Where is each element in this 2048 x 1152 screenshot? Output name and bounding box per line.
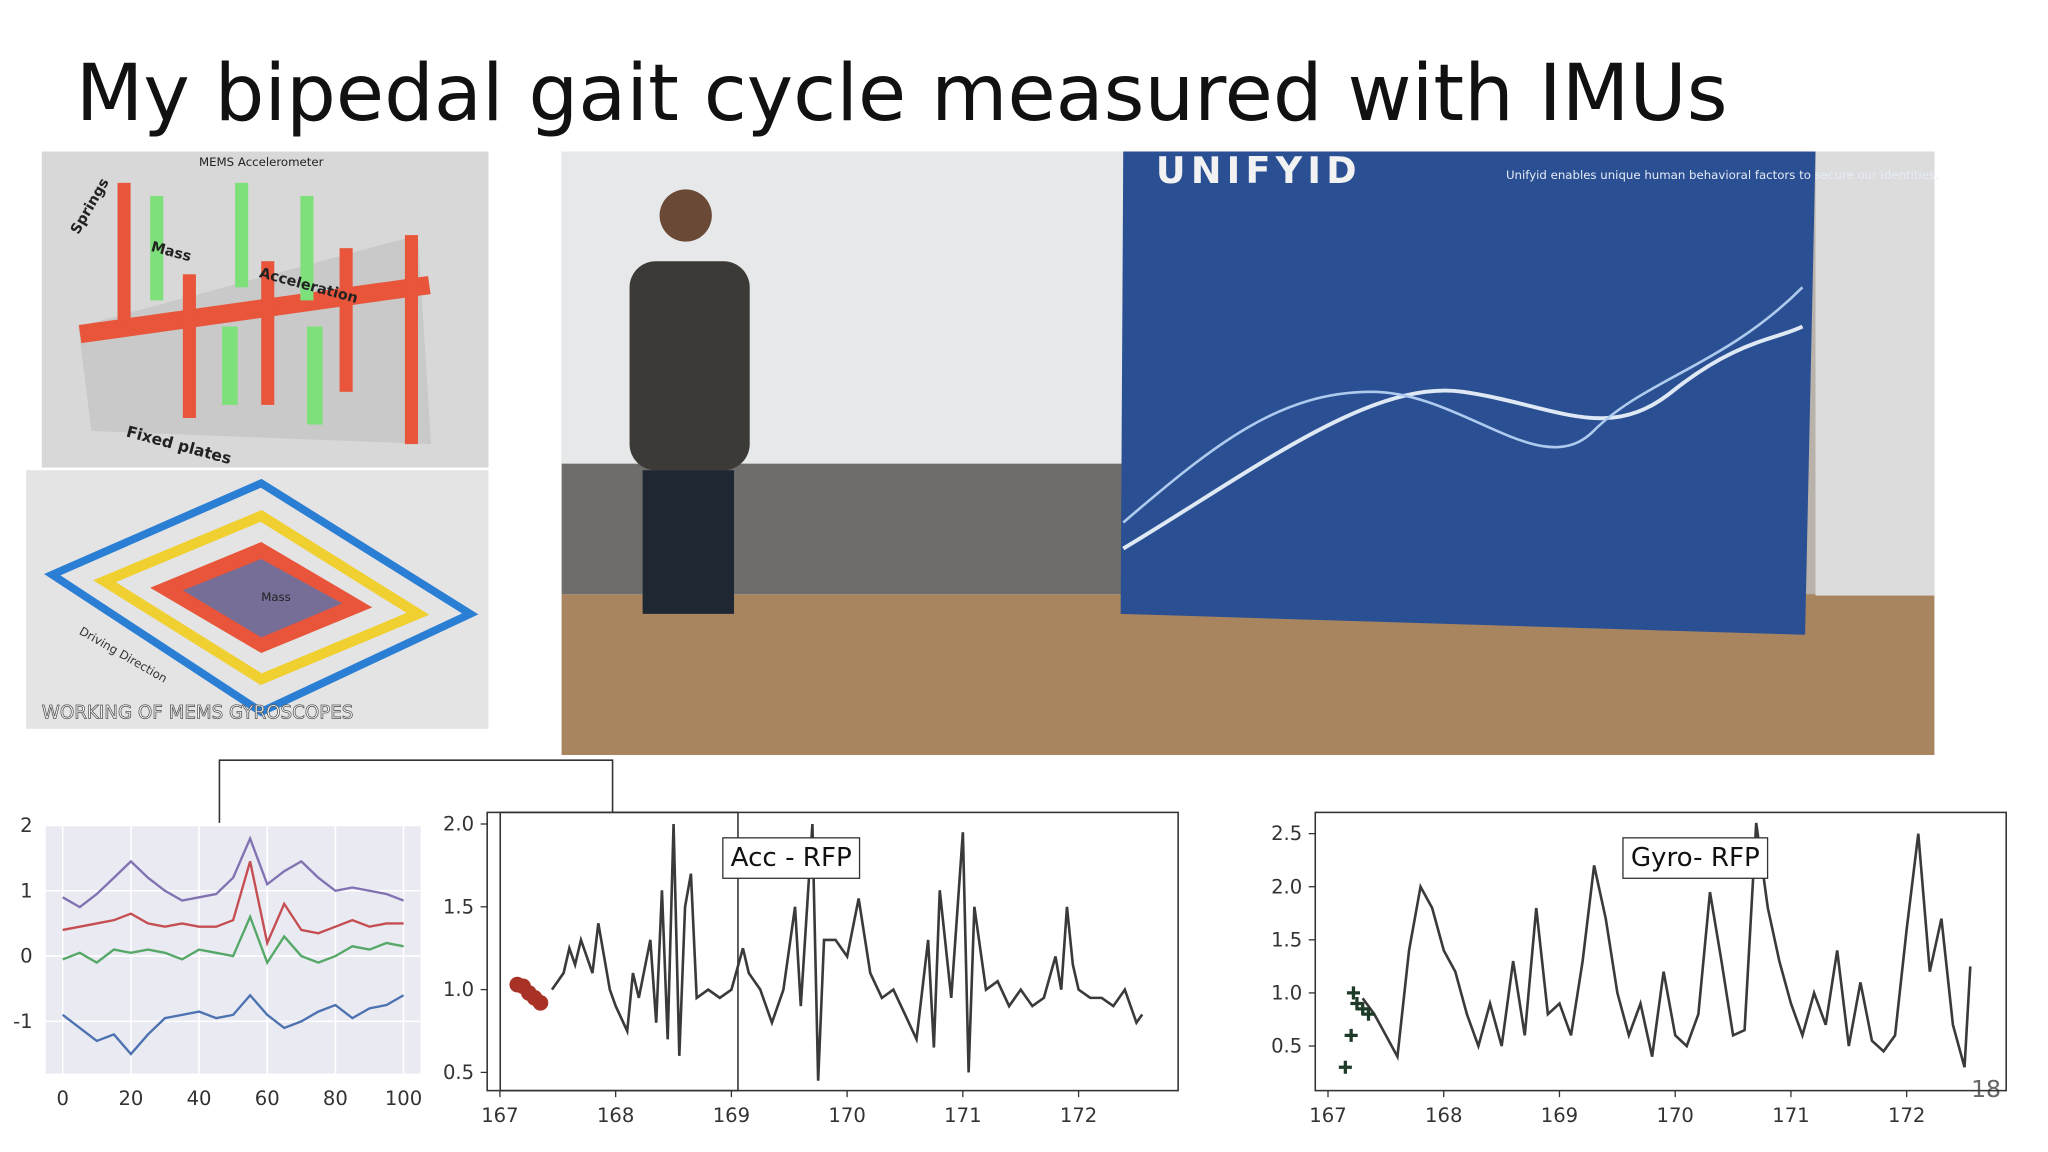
data-line — [61, 993, 405, 1056]
annotation: Acc - RFP — [731, 843, 852, 873]
data-point — [1346, 986, 1360, 1000]
x-tick-label: 168 — [1425, 1104, 1462, 1127]
x-tick-label: 40 — [187, 1087, 212, 1110]
x-tick-label: 169 — [1541, 1104, 1578, 1127]
data-line — [62, 913, 404, 966]
y-tick-label: 1.5 — [1271, 928, 1302, 951]
chart: 0.5 1.0 1.5 2.0 2.5 167 168 169 170 171 172 Gyro- R… — [1271, 811, 2007, 1127]
x-tick-label: 169 — [713, 1104, 750, 1127]
x-tick-label: 171 — [944, 1104, 981, 1127]
y-tick-label: 0 — [20, 945, 32, 968]
y-tick-label: 2.0 — [1271, 875, 1302, 898]
data-line — [1361, 822, 1972, 1068]
y-tick-label: 2 — [20, 814, 32, 837]
x-tick-label: 100 — [385, 1087, 422, 1110]
data-point — [1344, 1028, 1358, 1042]
x-tick-label: 170 — [828, 1104, 865, 1127]
y-tick-label: 1.0 — [443, 978, 474, 1001]
data-point — [1338, 1060, 1352, 1074]
photo: UNIFYID Unifyid enables unique human beh… — [561, 149, 1939, 755]
plot-background — [45, 825, 421, 1074]
plot-frame — [1314, 811, 2007, 1092]
x-tick-label: 171 — [1772, 1104, 1809, 1127]
x-tick-label: 170 — [1657, 1104, 1694, 1127]
x-tick-label: 172 — [1888, 1104, 1925, 1127]
photo-logo: UNIFYID — [1156, 149, 1362, 192]
slide-title: My bipedal gait cycle measured with IMUs — [76, 48, 1728, 139]
y-tick-label: 0.5 — [1271, 1035, 1302, 1058]
x-tick-label: 60 — [255, 1087, 280, 1110]
accelerometer-image: MEMS Accelerometer Springs Mass Accelera… — [41, 151, 489, 468]
data-point — [1361, 1007, 1376, 1021]
y-tick-label: 1.0 — [1271, 981, 1302, 1004]
data-point — [532, 995, 549, 1011]
y-tick-label: 1 — [20, 879, 32, 902]
y-tick-label: -1 — [13, 1010, 33, 1033]
annotation: Gyro- RFP — [1631, 843, 1760, 873]
data-line — [550, 823, 1144, 1081]
annotation-box — [1622, 837, 1769, 879]
annotation-box — [722, 837, 861, 879]
plot-frame — [486, 811, 1179, 1092]
x-tick-label: 168 — [597, 1104, 634, 1127]
gyroscope-image: Mass Driving Direction WORKING OF MEMS G… — [26, 470, 489, 729]
photo-tagline: Unifyid enables unique human behavioral … — [1506, 168, 1939, 182]
data-line — [62, 835, 405, 909]
diagram-heading: MEMS Accelerometer — [199, 155, 324, 169]
chart: 0.5 1.0 1.5 2.0 167 168 169 170 171 172 Acc - RFP — [443, 811, 1179, 1127]
diagram-caption: WORKING OF MEMS GYROSCOPES — [42, 702, 354, 723]
diagram-label: Mass — [261, 590, 291, 604]
x-tick-label: 0 — [57, 1087, 69, 1110]
x-tick-label: 80 — [323, 1087, 348, 1110]
x-tick-label: 172 — [1060, 1104, 1097, 1127]
x-tick-label: 20 — [118, 1087, 143, 1110]
y-tick-label: 2.5 — [1271, 822, 1302, 845]
x-tick-label: 167 — [1309, 1104, 1346, 1127]
y-tick-label: 2.0 — [443, 813, 474, 836]
y-tick-label: 0.5 — [443, 1061, 474, 1084]
connector — [218, 759, 614, 823]
page-number: 18 — [1971, 1075, 2001, 1103]
data-line — [62, 861, 404, 947]
y-tick-label: 1.5 — [443, 895, 474, 918]
x-tick-label: 167 — [481, 1104, 518, 1127]
